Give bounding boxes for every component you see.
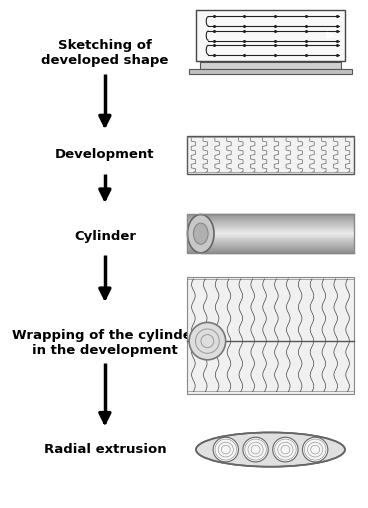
FancyBboxPatch shape (187, 277, 354, 394)
Text: Development: Development (55, 148, 155, 162)
FancyBboxPatch shape (187, 232, 354, 234)
FancyBboxPatch shape (187, 237, 354, 238)
FancyBboxPatch shape (187, 136, 354, 174)
FancyBboxPatch shape (187, 234, 354, 236)
FancyBboxPatch shape (187, 243, 354, 244)
FancyBboxPatch shape (187, 245, 354, 246)
FancyBboxPatch shape (189, 69, 352, 74)
Text: Cylinder: Cylinder (74, 230, 136, 243)
FancyBboxPatch shape (187, 242, 354, 243)
FancyBboxPatch shape (187, 214, 354, 215)
FancyBboxPatch shape (187, 215, 354, 216)
FancyBboxPatch shape (187, 227, 354, 228)
FancyBboxPatch shape (187, 230, 354, 232)
FancyBboxPatch shape (187, 235, 354, 237)
FancyBboxPatch shape (187, 247, 354, 249)
FancyBboxPatch shape (187, 221, 354, 223)
FancyBboxPatch shape (187, 233, 354, 235)
Ellipse shape (273, 437, 298, 462)
FancyBboxPatch shape (187, 244, 354, 245)
FancyBboxPatch shape (187, 231, 354, 233)
FancyBboxPatch shape (187, 216, 354, 217)
FancyBboxPatch shape (187, 251, 354, 253)
Ellipse shape (189, 323, 226, 360)
FancyBboxPatch shape (187, 241, 354, 242)
FancyBboxPatch shape (187, 223, 354, 224)
FancyBboxPatch shape (187, 236, 354, 238)
FancyBboxPatch shape (187, 246, 354, 247)
FancyBboxPatch shape (187, 240, 354, 241)
Ellipse shape (302, 437, 328, 462)
Ellipse shape (194, 223, 208, 244)
FancyBboxPatch shape (187, 219, 354, 220)
Ellipse shape (213, 437, 238, 462)
FancyBboxPatch shape (187, 229, 354, 231)
FancyBboxPatch shape (187, 220, 354, 222)
FancyBboxPatch shape (196, 10, 345, 61)
FancyBboxPatch shape (187, 225, 354, 226)
FancyBboxPatch shape (187, 217, 354, 218)
FancyBboxPatch shape (187, 220, 354, 221)
FancyBboxPatch shape (187, 224, 354, 225)
Text: Wrapping of the cylinder
in the development: Wrapping of the cylinder in the developm… (12, 329, 198, 357)
FancyBboxPatch shape (187, 246, 354, 248)
FancyBboxPatch shape (187, 248, 354, 250)
Ellipse shape (243, 437, 268, 462)
FancyBboxPatch shape (187, 228, 354, 229)
FancyBboxPatch shape (187, 250, 354, 252)
FancyBboxPatch shape (187, 238, 354, 239)
Ellipse shape (196, 432, 345, 467)
FancyBboxPatch shape (187, 239, 354, 240)
Text: Sketching of
developed shape: Sketching of developed shape (41, 39, 169, 68)
FancyBboxPatch shape (187, 249, 354, 251)
Ellipse shape (187, 214, 214, 253)
Text: Radial extrusion: Radial extrusion (43, 443, 166, 456)
FancyBboxPatch shape (187, 229, 354, 230)
FancyBboxPatch shape (200, 62, 341, 69)
FancyBboxPatch shape (187, 226, 354, 227)
FancyBboxPatch shape (187, 218, 354, 219)
